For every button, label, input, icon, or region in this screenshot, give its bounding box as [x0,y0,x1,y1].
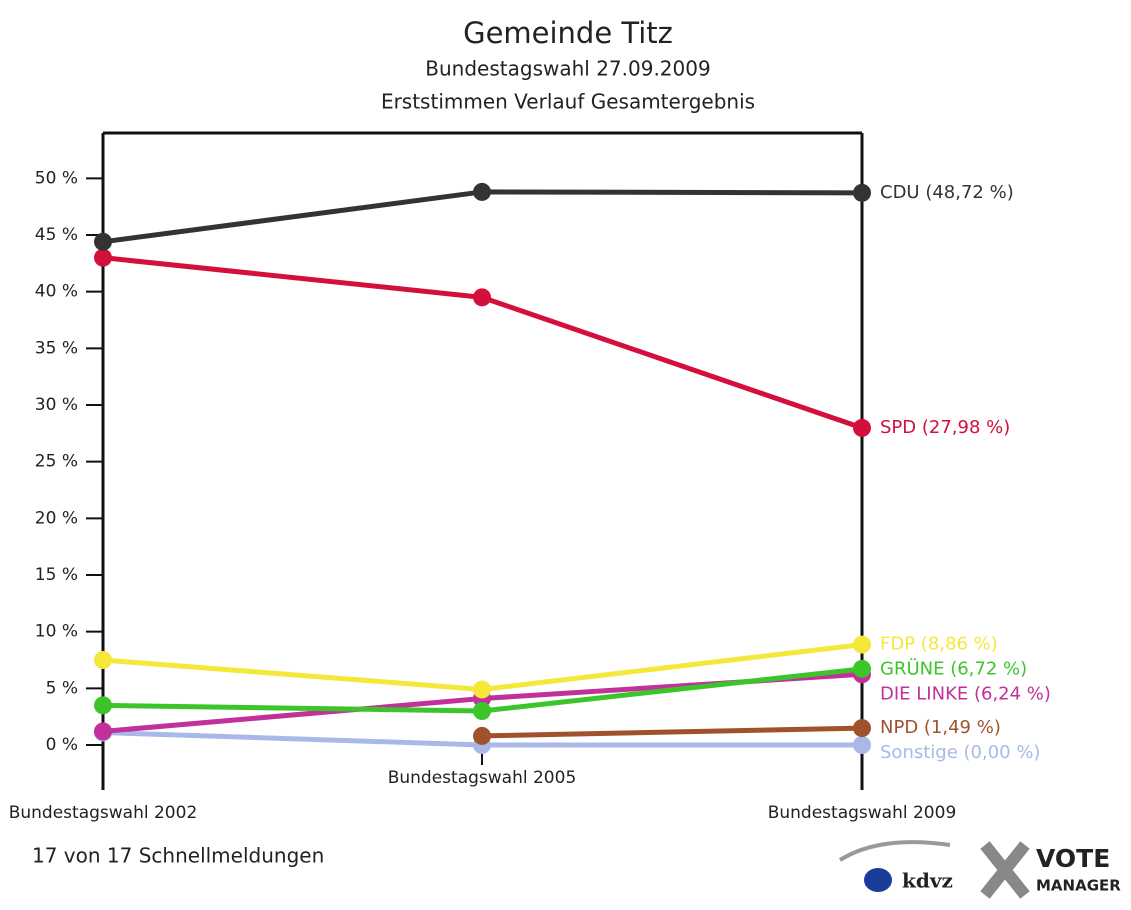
point [853,635,871,654]
point [473,288,491,307]
series-line [481,725,863,739]
chart-title: Gemeinde Titz [463,16,673,50]
y-tick-label: 25 % [35,452,78,472]
point [473,680,491,699]
point [853,659,871,678]
y-tick-label: 0 % [46,735,78,755]
y-tick-label: 10 % [35,622,78,642]
y-tick-label: 35 % [35,338,78,358]
end-label: NPD (1,49 %) [880,717,1001,738]
y-tick-label: 45 % [35,225,78,245]
chart-subtitle: Bundestagswahl 27.09.2009 [425,57,710,81]
y-tick-label: 15 % [35,565,78,585]
chart-subtitle: Erststimmen Verlauf Gesamtergebnis [381,90,755,114]
logo-text: VOTE [1036,844,1110,873]
point [473,182,491,201]
point [94,696,112,715]
point [853,736,871,754]
y-tick-label: 5 % [46,678,78,698]
logo-swoosh [838,840,951,862]
point [853,418,871,437]
y-tick-label: 30 % [35,395,78,415]
y-tick-label: 40 % [35,282,78,302]
logo-text: kdvz [902,869,953,893]
end-label: FDP (8,86 %) [880,634,998,655]
logo-text: MANAGER [1036,877,1121,895]
point [853,183,871,202]
end-label: CDU (48,72 %) [880,182,1014,203]
point [473,726,491,745]
point [94,248,112,267]
logo-icon [864,868,892,892]
x-tick-label: Bundestagswahl 2005 [388,768,577,788]
y-tick-label: 50 % [35,168,78,188]
end-label: SPD (27,98 %) [880,417,1010,438]
logo-x [980,841,1030,899]
point [94,232,112,251]
end-label: Sonstige (0,00 %) [880,742,1040,763]
x-tick-label: Bundestagswahl 2009 [768,803,957,823]
x-tick-label: Bundestagswahl 2002 [9,803,198,823]
footer: 17 von 17 Schnellmeldungen [32,844,324,868]
y-tick-label: 20 % [35,508,78,528]
point [853,719,871,738]
point [94,651,112,669]
end-label: GRÜNE (6,72 %) [880,658,1027,680]
point [473,702,491,720]
end-label: DIE LINKE (6,24 %) [880,684,1051,705]
point [94,722,112,741]
series-line [102,255,863,431]
